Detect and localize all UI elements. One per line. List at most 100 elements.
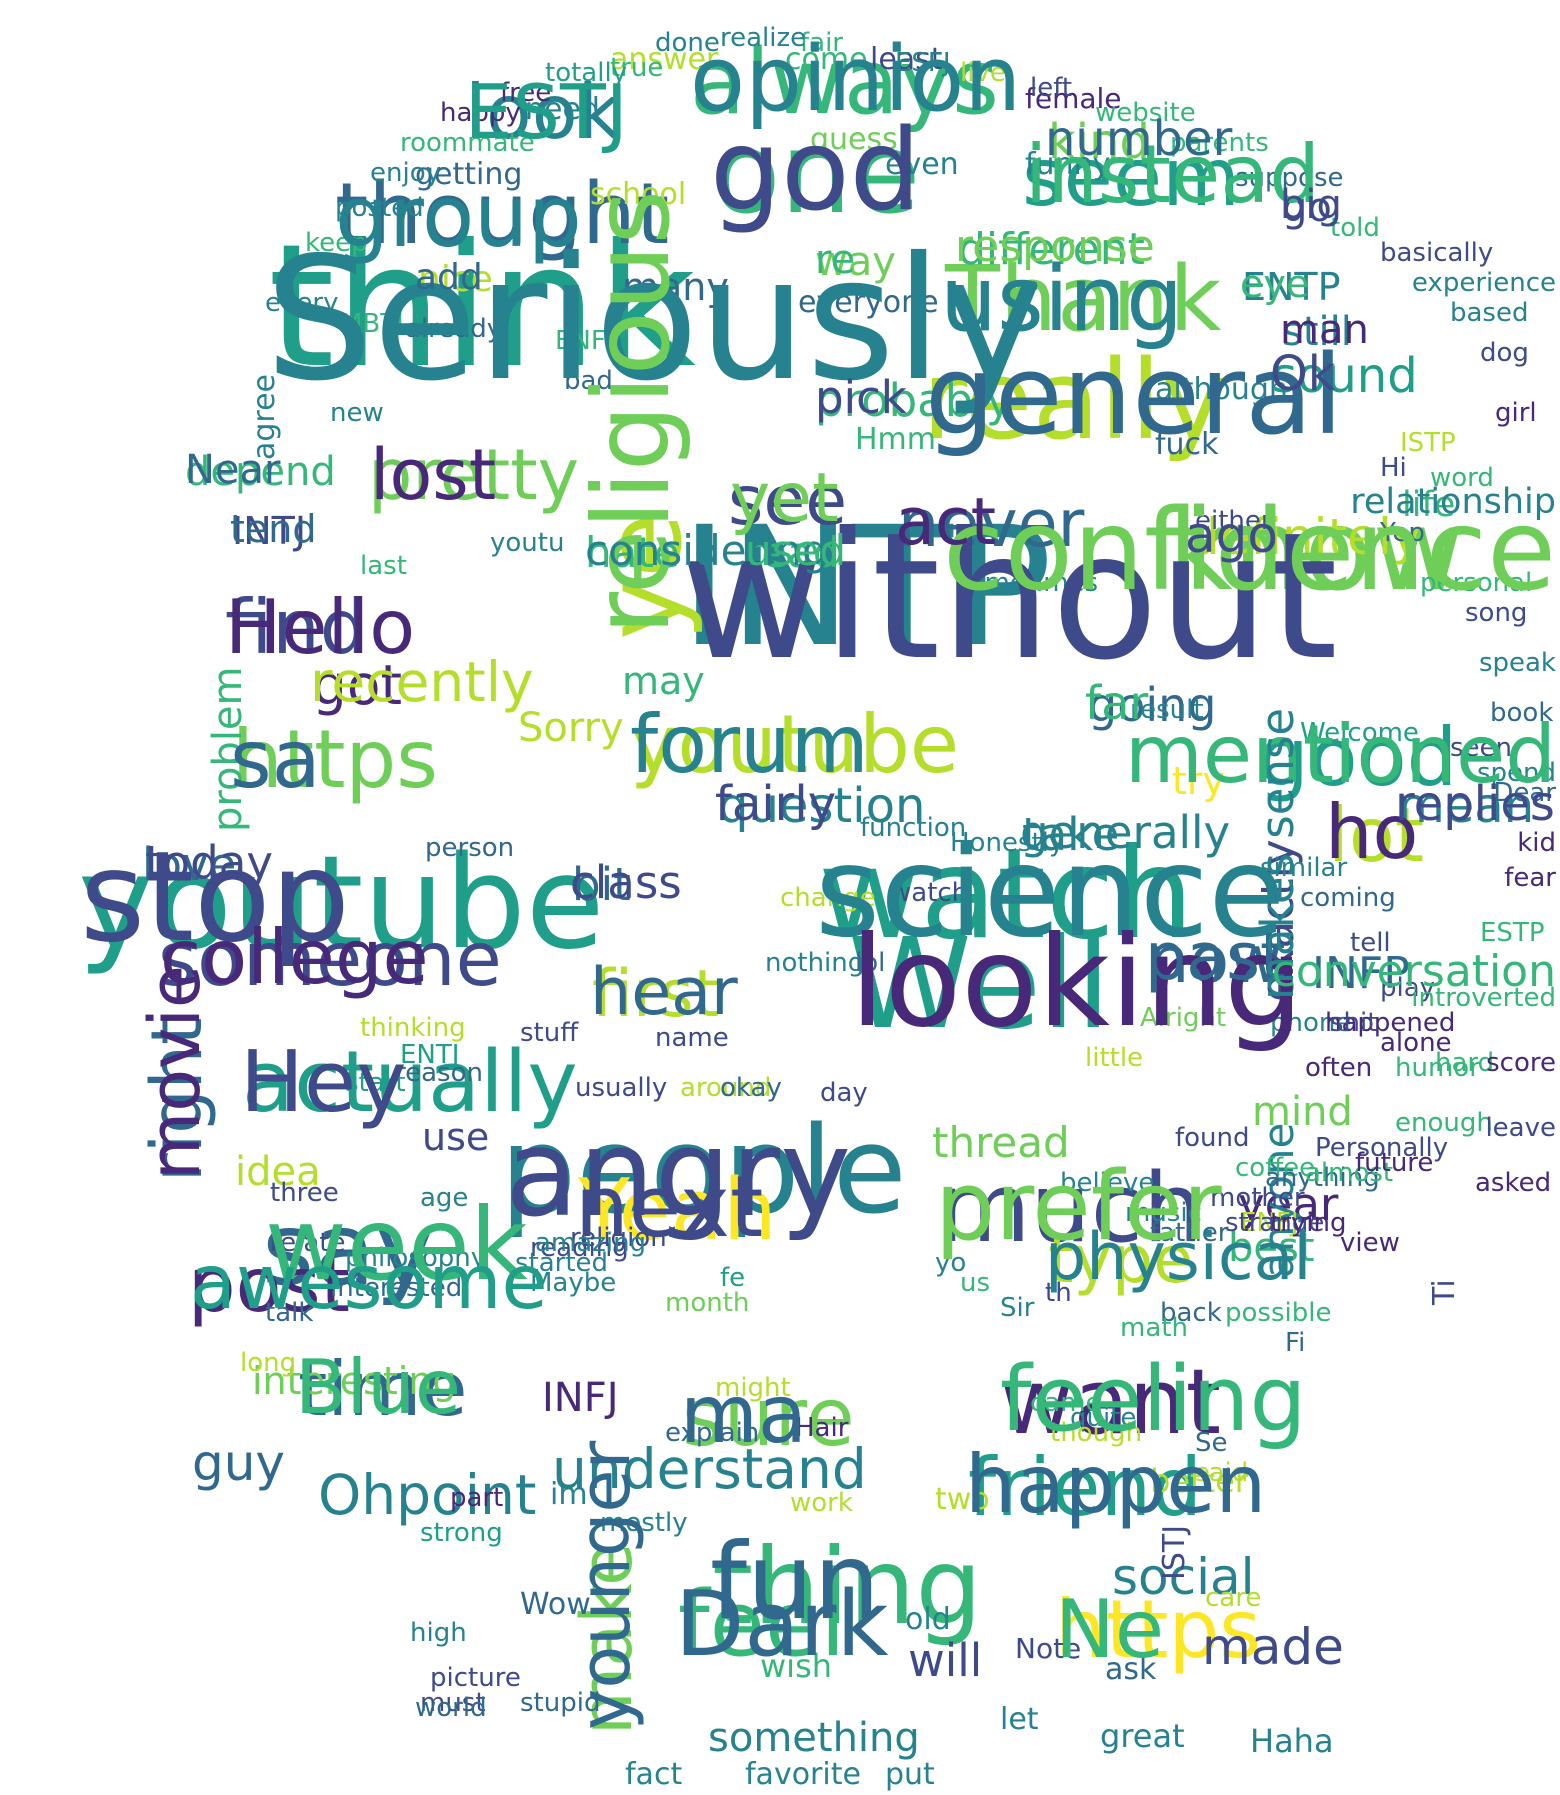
word-said: said <box>1195 1458 1249 1488</box>
word-keep: keep <box>305 228 368 258</box>
word-experience: experience <box>1411 268 1556 298</box>
word-coming: coming <box>1300 883 1396 913</box>
word-know: know <box>1168 486 1464 616</box>
word-yeah: Yeah <box>578 1161 777 1260</box>
word-mind: mind <box>1252 1089 1353 1135</box>
word-stuff: stuff <box>520 1018 579 1048</box>
word-nice: nice <box>418 259 493 300</box>
word-result: result <box>1130 695 1204 725</box>
word-thinking: thinking <box>360 1013 466 1043</box>
word-feeling: feeling <box>1000 1347 1307 1452</box>
word-infp: INFP <box>1312 948 1410 999</box>
word-quite: quite <box>1070 1403 1137 1433</box>
word-th: th <box>1045 1278 1072 1308</box>
word-hate: hate <box>585 528 680 577</box>
word-note: Note <box>1015 1632 1082 1665</box>
word-hey: Hey <box>240 1033 407 1132</box>
word-really: really <box>922 336 1227 464</box>
word-awesome: awesome <box>190 1238 548 1326</box>
word-welcome: Welcome <box>1300 718 1419 748</box>
word-interested: interested <box>330 1273 463 1303</box>
word-even: even <box>885 147 959 182</box>
word-sir: Sir <box>1000 1293 1035 1323</box>
word-stop: stop <box>80 825 350 970</box>
word-go: go <box>1282 185 1332 231</box>
word-world: world <box>415 1693 487 1723</box>
word-pretty: pretty <box>368 434 580 516</box>
word-old: old <box>905 1602 951 1637</box>
word-youtube: youtube <box>630 698 960 791</box>
word-least: least <box>870 42 943 77</box>
word-se: Se <box>1195 1428 1228 1458</box>
word-response: response <box>955 221 1155 272</box>
word-speak: speak <box>1478 648 1556 678</box>
word-hello: Hello <box>225 583 416 671</box>
word-watch: watch <box>890 878 969 908</box>
word-introverted: introverted <box>1411 983 1556 1013</box>
word-funny: funny <box>1025 147 1111 182</box>
word-phone: phone <box>1270 1008 1352 1038</box>
word-social: social <box>1112 1548 1255 1606</box>
word-explain: explain <box>665 1418 760 1448</box>
word-much: much <box>938 1154 1204 1264</box>
word-god: god <box>710 106 921 236</box>
word-come: come <box>785 42 868 77</box>
word-happened: happened <box>1325 1008 1456 1038</box>
word-re: re <box>815 237 856 283</box>
word-new: new <box>330 398 384 428</box>
word-something: something <box>708 1715 920 1761</box>
word-time: time <box>298 1345 468 1433</box>
word-https: https <box>1055 1583 1261 1676</box>
word-fi: Fi <box>1285 1328 1306 1358</box>
word-everyone: everyone <box>798 285 939 320</box>
word-music: music <box>1125 1198 1202 1228</box>
word-dog: dog <box>1480 338 1529 368</box>
word-amazing: amazing <box>535 1228 647 1258</box>
word-generally: generally <box>1020 806 1231 859</box>
word-year: year <box>1238 1178 1339 1231</box>
word-ho: ho <box>1325 788 1419 876</box>
word-kid: kid <box>1517 828 1556 858</box>
word-ti: Ti <box>1427 1279 1462 1305</box>
word-came: came <box>1030 1388 1102 1418</box>
word-two: two <box>935 1482 990 1517</box>
word-us: us <box>960 1268 991 1298</box>
word-basically: basically <box>1380 238 1494 268</box>
word-look: look <box>465 68 622 156</box>
word-man: man <box>1280 307 1369 353</box>
word-wish: wish <box>760 1647 833 1685</box>
word-hair: Hair <box>795 1413 849 1443</box>
word-every: every <box>265 288 339 318</box>
word-guy: guy <box>192 1434 286 1492</box>
word-math: math <box>1120 1313 1188 1343</box>
word-hard: hard <box>1435 1048 1495 1078</box>
word-next: next <box>575 1158 764 1257</box>
word-told: told <box>1330 213 1380 243</box>
word-younger: younger <box>564 1440 646 1730</box>
word-high: high <box>410 1618 467 1648</box>
word-fairly: fairly <box>715 776 837 832</box>
word-true: true <box>610 53 664 83</box>
word-take: take <box>1022 808 1120 861</box>
word-near: Near <box>185 447 281 493</box>
word-made: made <box>1202 1618 1344 1676</box>
word-may: may <box>622 659 705 703</box>
word-physical: physical <box>1045 1220 1312 1295</box>
word-hmm: Hmm <box>855 422 937 457</box>
word-https: https <box>232 713 438 806</box>
word-ne: Ne <box>1055 1583 1165 1676</box>
word-live: live <box>960 58 1006 88</box>
word-maybe: Maybe <box>530 1268 617 1298</box>
word-parents: parents <box>1170 128 1269 158</box>
word-best: best <box>1228 1225 1315 1271</box>
word-different: different <box>958 224 1145 275</box>
word-say: say <box>262 1191 435 1308</box>
word-feel: feel <box>678 1572 846 1677</box>
word-way: way <box>815 239 896 285</box>
word-asked: asked <box>1475 1168 1552 1198</box>
word-big: big <box>1280 182 1342 228</box>
word-though: though <box>1050 1418 1143 1448</box>
word-ago: ago <box>1185 506 1278 564</box>
word-shit: shit <box>1330 1008 1378 1038</box>
